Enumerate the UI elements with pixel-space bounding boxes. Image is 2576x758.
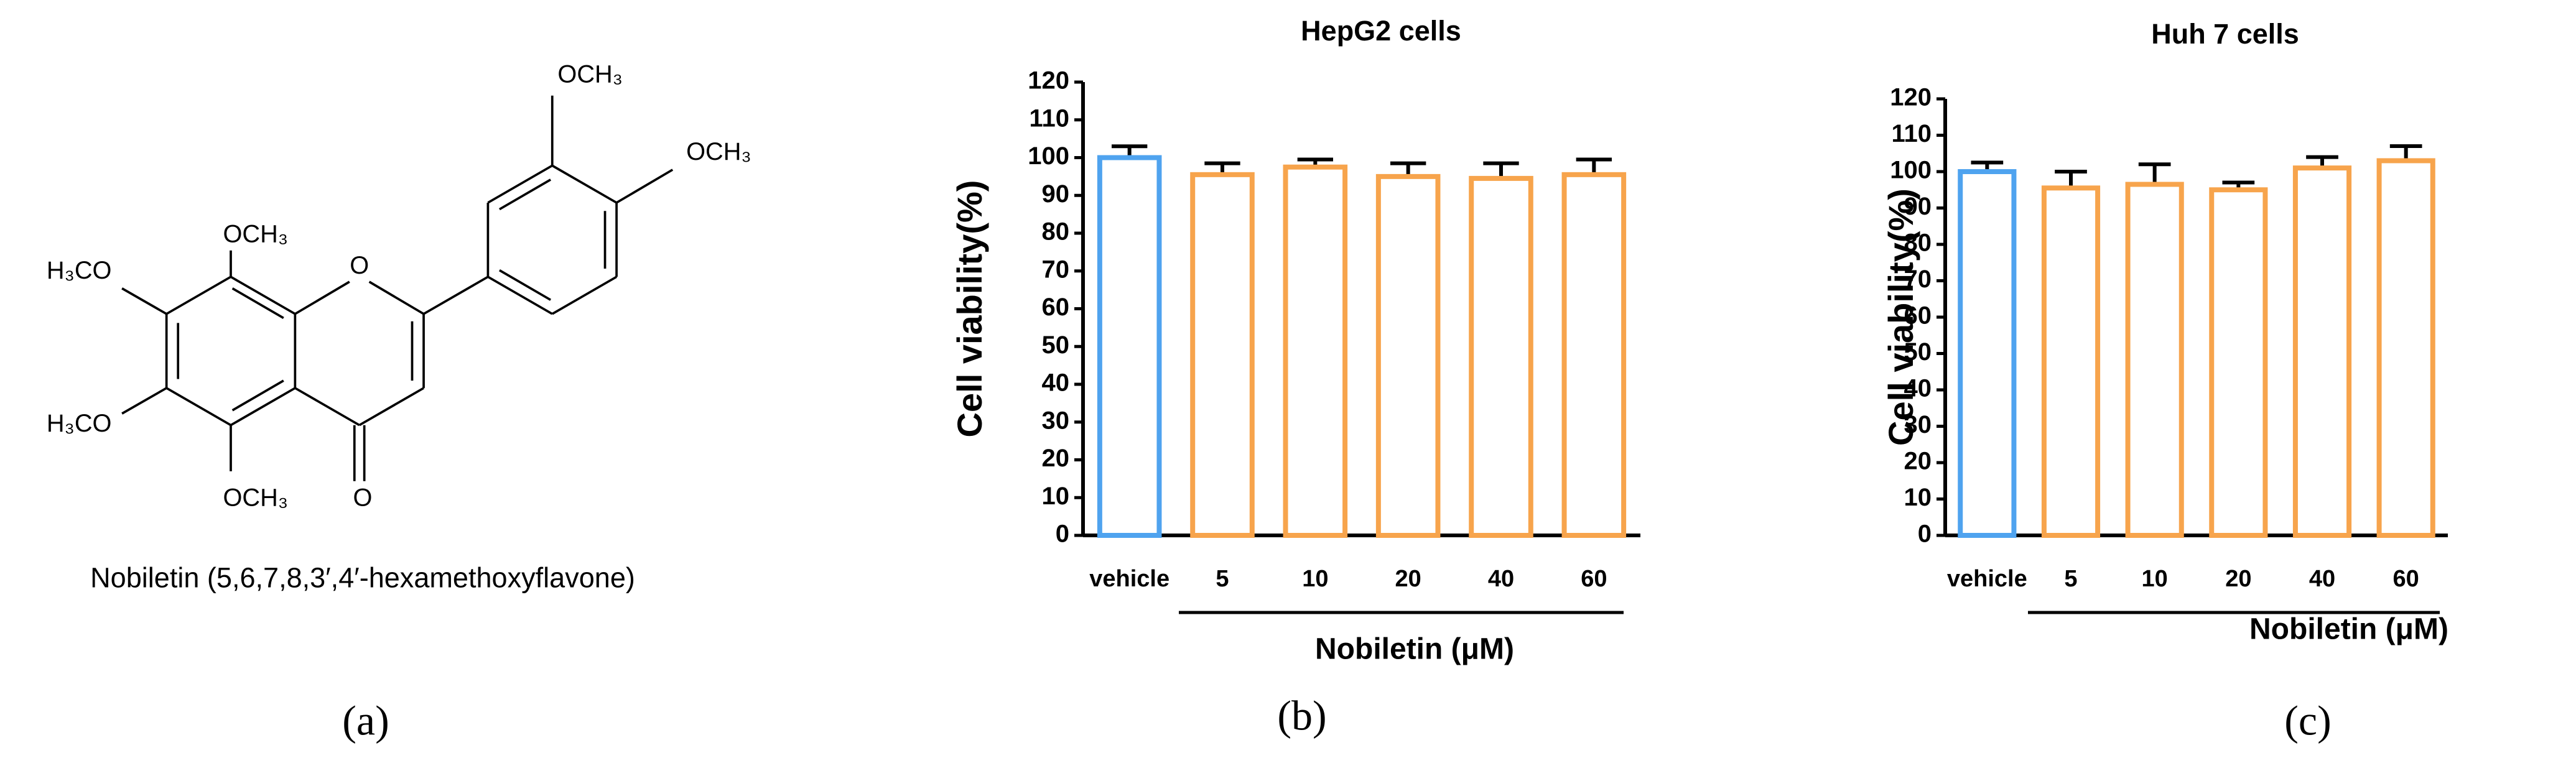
y-tick-label: 80 <box>1042 218 1070 246</box>
structure: OCH₃ OCH₃ H₃CO OCH₃ H₃CO OCH₃ O O Nobile… <box>47 60 751 593</box>
x-tick-label: 5 <box>1216 566 1229 592</box>
y-tick-label: 100 <box>1028 142 1069 170</box>
bar <box>1469 175 1533 538</box>
x-axis-label: Nobiletin (μM) <box>1315 633 1514 666</box>
panel-label: (b) <box>1277 692 1326 739</box>
panel-label: (c) <box>2284 697 2331 744</box>
y-tick-label: 110 <box>1891 120 1932 147</box>
x-tick-label: 10 <box>1302 566 1328 592</box>
y-tick-label: 80 <box>1904 229 1932 257</box>
chart-title: Huh 7 cells <box>2151 18 2299 50</box>
atom-label: H₃CO <box>47 410 112 437</box>
y-tick-label: 70 <box>1904 266 1932 293</box>
bar <box>1958 169 2017 538</box>
y-tick-label: 30 <box>1042 407 1070 434</box>
bar <box>2125 182 2184 538</box>
y-tick-label: 100 <box>1890 157 1932 184</box>
y-tick-label: 50 <box>1904 338 1932 366</box>
panel-label: (a) <box>342 697 389 744</box>
caption: Nobiletin (5,6,7,8,3′,4′-hexamethoxyflav… <box>90 562 635 594</box>
y-axis-label: Cell viability(%) <box>950 180 989 438</box>
bar <box>1375 173 1441 538</box>
y-tick-label: 90 <box>1042 180 1070 208</box>
y-tick-label: 10 <box>1904 484 1932 511</box>
bar <box>1097 155 1162 538</box>
x-tick-label: vehicle <box>1947 566 2027 592</box>
y-tick-label: 10 <box>1042 483 1070 510</box>
y-tick-label: 50 <box>1042 331 1070 359</box>
y-tick-label: 60 <box>1904 302 1932 330</box>
atom-label: O <box>353 484 373 511</box>
atom-label: OCH₃ <box>557 60 623 88</box>
y-tick-label: 110 <box>1029 104 1069 132</box>
y-tick-label: 20 <box>1904 448 1932 475</box>
x-tick-label: 10 <box>2142 566 2168 592</box>
y-axis-label: Cell viability(%) <box>1881 188 1920 446</box>
atom-label: OCH₃ <box>223 484 288 511</box>
y-tick-label: 30 <box>1904 411 1932 438</box>
y-tick-label: 60 <box>1042 293 1070 321</box>
y-tick-label: 0 <box>1056 520 1069 548</box>
y-tick-label: 120 <box>1890 84 1932 111</box>
chart-title: HepG2 cells <box>1301 15 1461 47</box>
x-axis-label: Nobiletin (μM) <box>2249 613 2448 646</box>
x-tick-label: 40 <box>1488 566 1514 592</box>
x-tick-label: 20 <box>2225 566 2251 592</box>
bar <box>1190 172 1255 538</box>
atom-label: H₃CO <box>47 257 112 284</box>
bar <box>2376 158 2435 538</box>
bar <box>1561 172 1627 538</box>
bar <box>2041 185 2101 538</box>
bar <box>2209 187 2268 538</box>
y-tick-label: 70 <box>1042 256 1070 283</box>
x-tick-label: vehicle <box>1089 566 1169 592</box>
bonds <box>121 95 674 481</box>
x-tick-label: 5 <box>2064 566 2077 592</box>
y-tick-label: 0 <box>1918 520 1932 548</box>
y-tick-label: 20 <box>1042 445 1070 472</box>
x-tick-label: 20 <box>1395 566 1421 592</box>
y-tick-label: 40 <box>1042 369 1070 397</box>
y-tick-label: 90 <box>1904 193 1932 220</box>
x-tick-label: 40 <box>2309 566 2335 592</box>
bar <box>2292 165 2352 538</box>
atom-label: O <box>350 252 369 279</box>
y-tick-label: 40 <box>1904 375 1932 402</box>
atom-label: OCH₃ <box>223 220 288 247</box>
atom-label: OCH₃ <box>686 138 751 165</box>
bar <box>1283 164 1348 538</box>
y-tick-label: 120 <box>1028 67 1069 95</box>
x-tick-label: 60 <box>1581 566 1607 592</box>
x-tick-label: 60 <box>2393 566 2419 592</box>
